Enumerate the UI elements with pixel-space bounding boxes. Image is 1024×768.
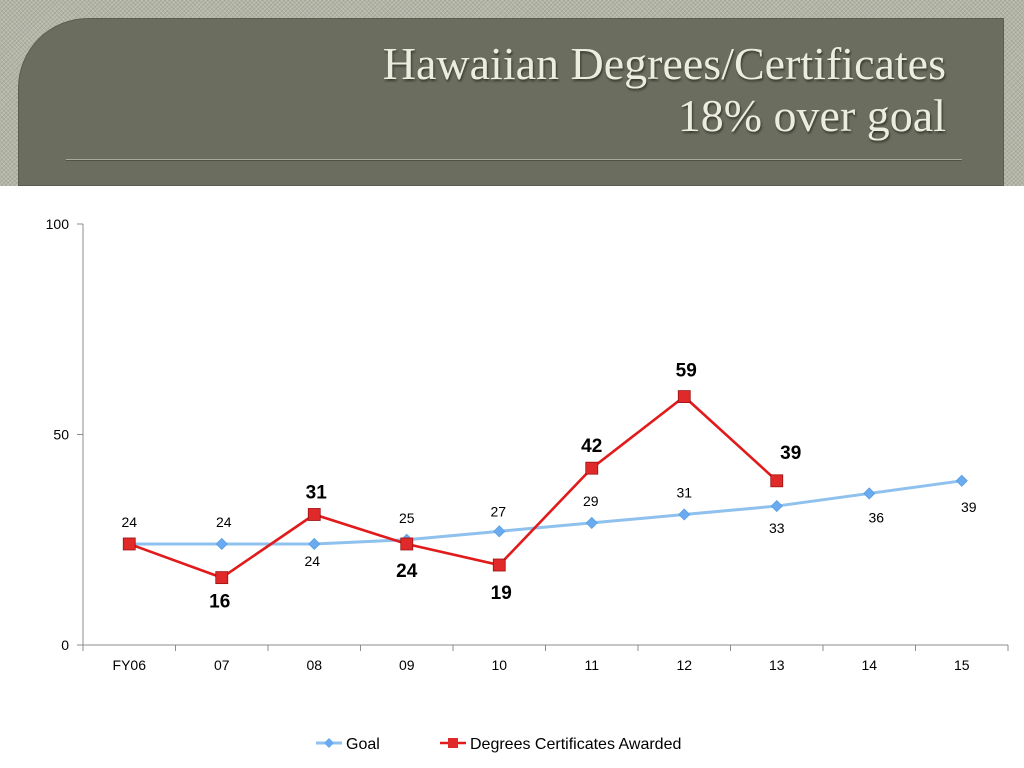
awarded-point xyxy=(492,558,506,572)
awarded-point xyxy=(400,537,414,551)
awarded-data-label: 42 xyxy=(581,436,602,457)
goal-data-label: 27 xyxy=(490,503,506,519)
goal-data-label: 31 xyxy=(676,484,692,500)
awarded-point xyxy=(307,508,321,521)
x-tick-label: FY06 xyxy=(113,657,147,673)
legend-awarded-label: Degrees Certificates Awarded xyxy=(470,736,681,753)
goal-data-label: 25 xyxy=(399,510,415,526)
x-tick-label: 15 xyxy=(954,657,970,673)
goal-point xyxy=(493,525,506,538)
x-tick-label: 14 xyxy=(861,657,877,673)
title-underline xyxy=(66,159,962,160)
title-panel: Hawaiian Degrees/Certificates 18% over g… xyxy=(18,18,1004,186)
goal-data-label: 29 xyxy=(583,493,599,509)
legend-awarded-swatch-marker xyxy=(448,738,458,748)
title-line-1: Hawaiian Degrees/Certificates xyxy=(382,38,946,89)
goal-point xyxy=(585,516,598,529)
awarded-point xyxy=(585,461,599,475)
goal-data-label: 24 xyxy=(216,514,232,530)
goal-line xyxy=(129,479,962,546)
y-tick-label: 100 xyxy=(46,216,70,232)
awarded-data-label: 16 xyxy=(209,592,230,613)
x-tick-label: 09 xyxy=(399,657,415,673)
awarded-point xyxy=(122,537,136,551)
awarded-data-label: 31 xyxy=(306,482,328,503)
x-tick-label: 13 xyxy=(769,657,785,673)
x-tick-label: 10 xyxy=(491,657,507,673)
goal-point xyxy=(308,537,321,551)
x-tick-label: 08 xyxy=(306,657,322,673)
goal-point xyxy=(955,474,968,487)
legend-goal-swatch-marker xyxy=(324,738,334,748)
slide-title: Hawaiian Degrees/Certificates 18% over g… xyxy=(383,38,946,142)
line-chart: 0 50 100 FY06 07 08 09 10 11 12 13 14 15 24 24 24 25 27 29… xyxy=(46,216,1009,753)
y-tick-label: 0 xyxy=(61,637,69,653)
awarded-data-label: 19 xyxy=(491,583,512,604)
legend-goal-label: Goal xyxy=(346,736,380,753)
goal-point xyxy=(678,508,691,521)
goal-data-label: 33 xyxy=(769,520,785,536)
goal-data-label: 39 xyxy=(961,499,977,515)
awarded-line xyxy=(128,394,778,580)
awarded-point xyxy=(215,571,229,585)
awarded-data-label: 24 xyxy=(396,561,418,582)
goal-point xyxy=(863,487,876,500)
goal-data-label: 24 xyxy=(304,553,320,569)
x-tick-label: 12 xyxy=(676,657,692,673)
awarded-point xyxy=(770,474,784,488)
x-tick-label: 11 xyxy=(584,657,599,673)
goal-data-label: 36 xyxy=(868,509,884,525)
goal-point xyxy=(770,500,783,513)
x-tick-label: 07 xyxy=(214,657,230,673)
goal-point xyxy=(215,537,228,551)
awarded-data-label: 39 xyxy=(780,443,801,464)
title-line-2: 18% over goal xyxy=(677,90,946,141)
y-tick-label: 50 xyxy=(53,427,69,443)
goal-data-label: 24 xyxy=(121,514,137,530)
awarded-data-label: 59 xyxy=(676,361,697,382)
awarded-point xyxy=(677,390,691,404)
